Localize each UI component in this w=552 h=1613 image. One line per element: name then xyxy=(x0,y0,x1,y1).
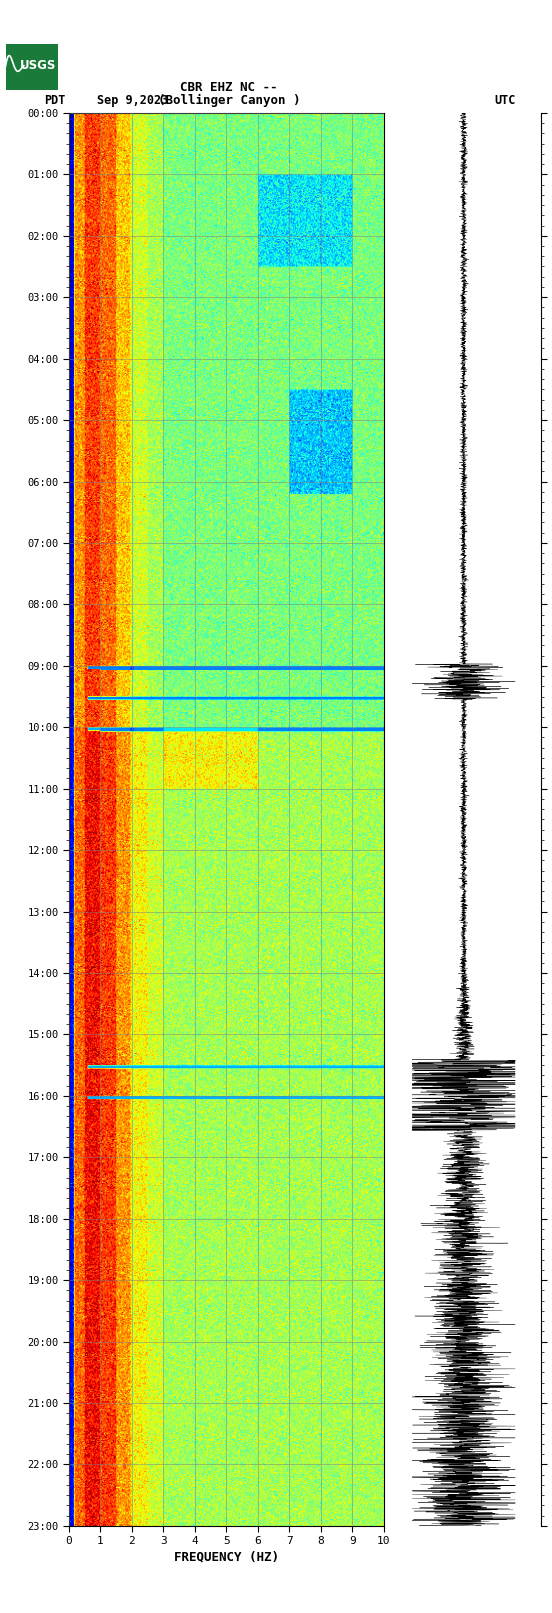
Text: UTC: UTC xyxy=(495,94,516,106)
X-axis label: FREQUENCY (HZ): FREQUENCY (HZ) xyxy=(174,1550,279,1563)
Text: Sep 9,2023: Sep 9,2023 xyxy=(97,94,168,106)
Text: (Bollinger Canyon ): (Bollinger Canyon ) xyxy=(158,94,300,106)
Text: CBR EHZ NC --: CBR EHZ NC -- xyxy=(181,81,278,94)
Text: PDT: PDT xyxy=(44,94,66,106)
Text: USGS: USGS xyxy=(20,60,56,73)
